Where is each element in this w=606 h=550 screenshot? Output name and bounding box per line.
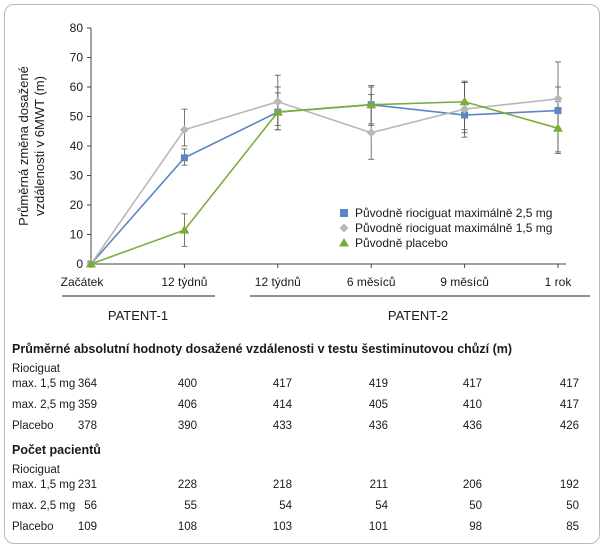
point-s1-3: [366, 128, 376, 138]
y-tick-label-8: 80: [70, 21, 84, 35]
patients-cell-0-4: 206: [462, 479, 482, 491]
point-s0-5: [554, 107, 562, 115]
legend-marker-2: [339, 238, 349, 247]
point-s2-2: [272, 107, 283, 116]
distance-cell-2-0: 378: [77, 420, 97, 432]
series-line-0: [90, 103, 559, 265]
patients-cell-2-5: 85: [566, 521, 579, 533]
patients-cell-1-4: 50: [469, 500, 482, 512]
group-label-0: PATENT-1: [108, 308, 168, 323]
point-s1-2: [273, 97, 283, 107]
patients-cell-0-5: 192: [559, 479, 579, 491]
y-tick-label-7: 70: [70, 51, 84, 65]
group-label-1: PATENT-2: [388, 308, 448, 323]
distance-cell-1-1: 406: [177, 399, 197, 411]
distance-cell-1-4: 410: [462, 399, 482, 411]
patients-cell-1-1: 55: [184, 500, 197, 512]
patients-cell-0-0: 231: [77, 479, 97, 491]
point-s2-5: [553, 123, 563, 132]
distance-section-title: Průměrné absolutní hodnoty dosažené vzdá…: [12, 342, 513, 356]
legend-label-0: Původně riociguat maximálně 2,5 mg: [355, 206, 552, 220]
distance-cell-0-1: 400: [177, 378, 197, 390]
legend-label-2: Původně placebo: [355, 236, 448, 250]
x-tick-label-1: 12 týdnů: [161, 275, 207, 289]
point-s0-1: [180, 154, 188, 162]
x-tick-label-0: Začátek: [61, 275, 105, 289]
patients-cell-2-4: 98: [469, 521, 482, 533]
x-tick-label-3: 6 měsíců: [347, 275, 396, 289]
distance-cell-1-3: 405: [368, 399, 388, 411]
distance-cell-2-1: 390: [177, 420, 197, 432]
patients-cell-1-5: 50: [566, 500, 579, 512]
point-s1-5: [553, 94, 563, 104]
x-tick-label-5: 1 rok: [545, 275, 573, 289]
distance-cell-1-5: 417: [559, 399, 579, 411]
series-line-2: [90, 100, 559, 265]
patients-cell-2-2: 103: [272, 521, 292, 533]
point-s2-1: [179, 225, 190, 234]
distance-cell-1-0: 359: [77, 399, 97, 411]
patients-cell-2-0: 109: [77, 521, 97, 533]
line-chart: 0 10 20 30 40 50 60 70 80 Začátek 12 týdnů 12 týdnů…: [16, 21, 590, 323]
point-s1-4: [460, 104, 470, 114]
patients-cell-0-1: 228: [177, 479, 197, 491]
distance-row-label-1: max. 2,5 mg: [12, 399, 76, 411]
figure-frame: [4, 4, 600, 544]
patients-row-label-0: max. 1,5 mg: [12, 479, 76, 491]
point-s0-4: [461, 111, 469, 119]
x-tick-label-2: 12 týdnů: [255, 275, 301, 289]
distance-cell-2-3: 436: [368, 420, 388, 432]
legend-marker-1: [339, 223, 349, 233]
riociguat-group-label-2: Riociguat: [12, 464, 60, 476]
distance-cell-0-2: 417: [272, 378, 292, 390]
legend-marker-0: [340, 209, 348, 217]
y-tick-label-4: 40: [70, 139, 84, 153]
patients-cell-1-2: 54: [279, 500, 292, 512]
distance-cell-2-4: 436: [462, 420, 482, 432]
y-tick-label-5: 50: [70, 110, 84, 124]
y-tick-label-6: 60: [70, 80, 84, 94]
distance-cell-2-5: 426: [559, 420, 579, 432]
patients-row-label-2: Placebo: [12, 521, 54, 533]
point-s1-1: [179, 125, 189, 135]
patients-cell-0-2: 218: [272, 479, 292, 491]
point-s2-0: [86, 259, 96, 268]
patients-cell-1-3: 54: [375, 500, 388, 512]
distance-cell-0-0: 364: [77, 378, 97, 390]
y-tick-label-1: 10: [70, 228, 84, 242]
y-axis-title: Průměrná změna dosaženévzdálenosti v 6MW…: [16, 66, 47, 226]
y-tick-label-2: 20: [70, 198, 84, 212]
riociguat-group-label: Riociguat: [12, 363, 60, 375]
patients-cell-2-3: 101: [368, 521, 388, 533]
distance-row-label-2: Placebo: [12, 420, 54, 432]
distance-cell-0-3: 419: [368, 378, 388, 390]
patients-cell-0-3: 211: [369, 479, 388, 491]
legend-label-1: Původně riociguat maximálně 1,5 mg: [355, 221, 552, 235]
point-s2-4: [459, 96, 470, 106]
patients-row-label-1: max. 2,5 mg: [12, 500, 76, 512]
patients-cell-2-1: 108: [177, 521, 197, 533]
point-s2-3: [366, 99, 377, 109]
series-line-1: [90, 98, 559, 265]
distance-cell-1-2: 414: [272, 399, 292, 411]
distance-row-label-0: max. 1,5 mg: [12, 378, 76, 390]
distance-cell-0-4: 417: [462, 378, 482, 390]
y-tick-label-3: 30: [70, 169, 84, 183]
x-tick-label-4: 9 měsíců: [440, 275, 489, 289]
patients-section-title: Počet pacientů: [12, 443, 101, 457]
distance-cell-2-2: 433: [272, 420, 292, 432]
y-tick-label-0: 0: [76, 257, 83, 271]
distance-cell-0-5: 417: [559, 378, 579, 390]
patients-cell-1-0: 56: [84, 500, 97, 512]
